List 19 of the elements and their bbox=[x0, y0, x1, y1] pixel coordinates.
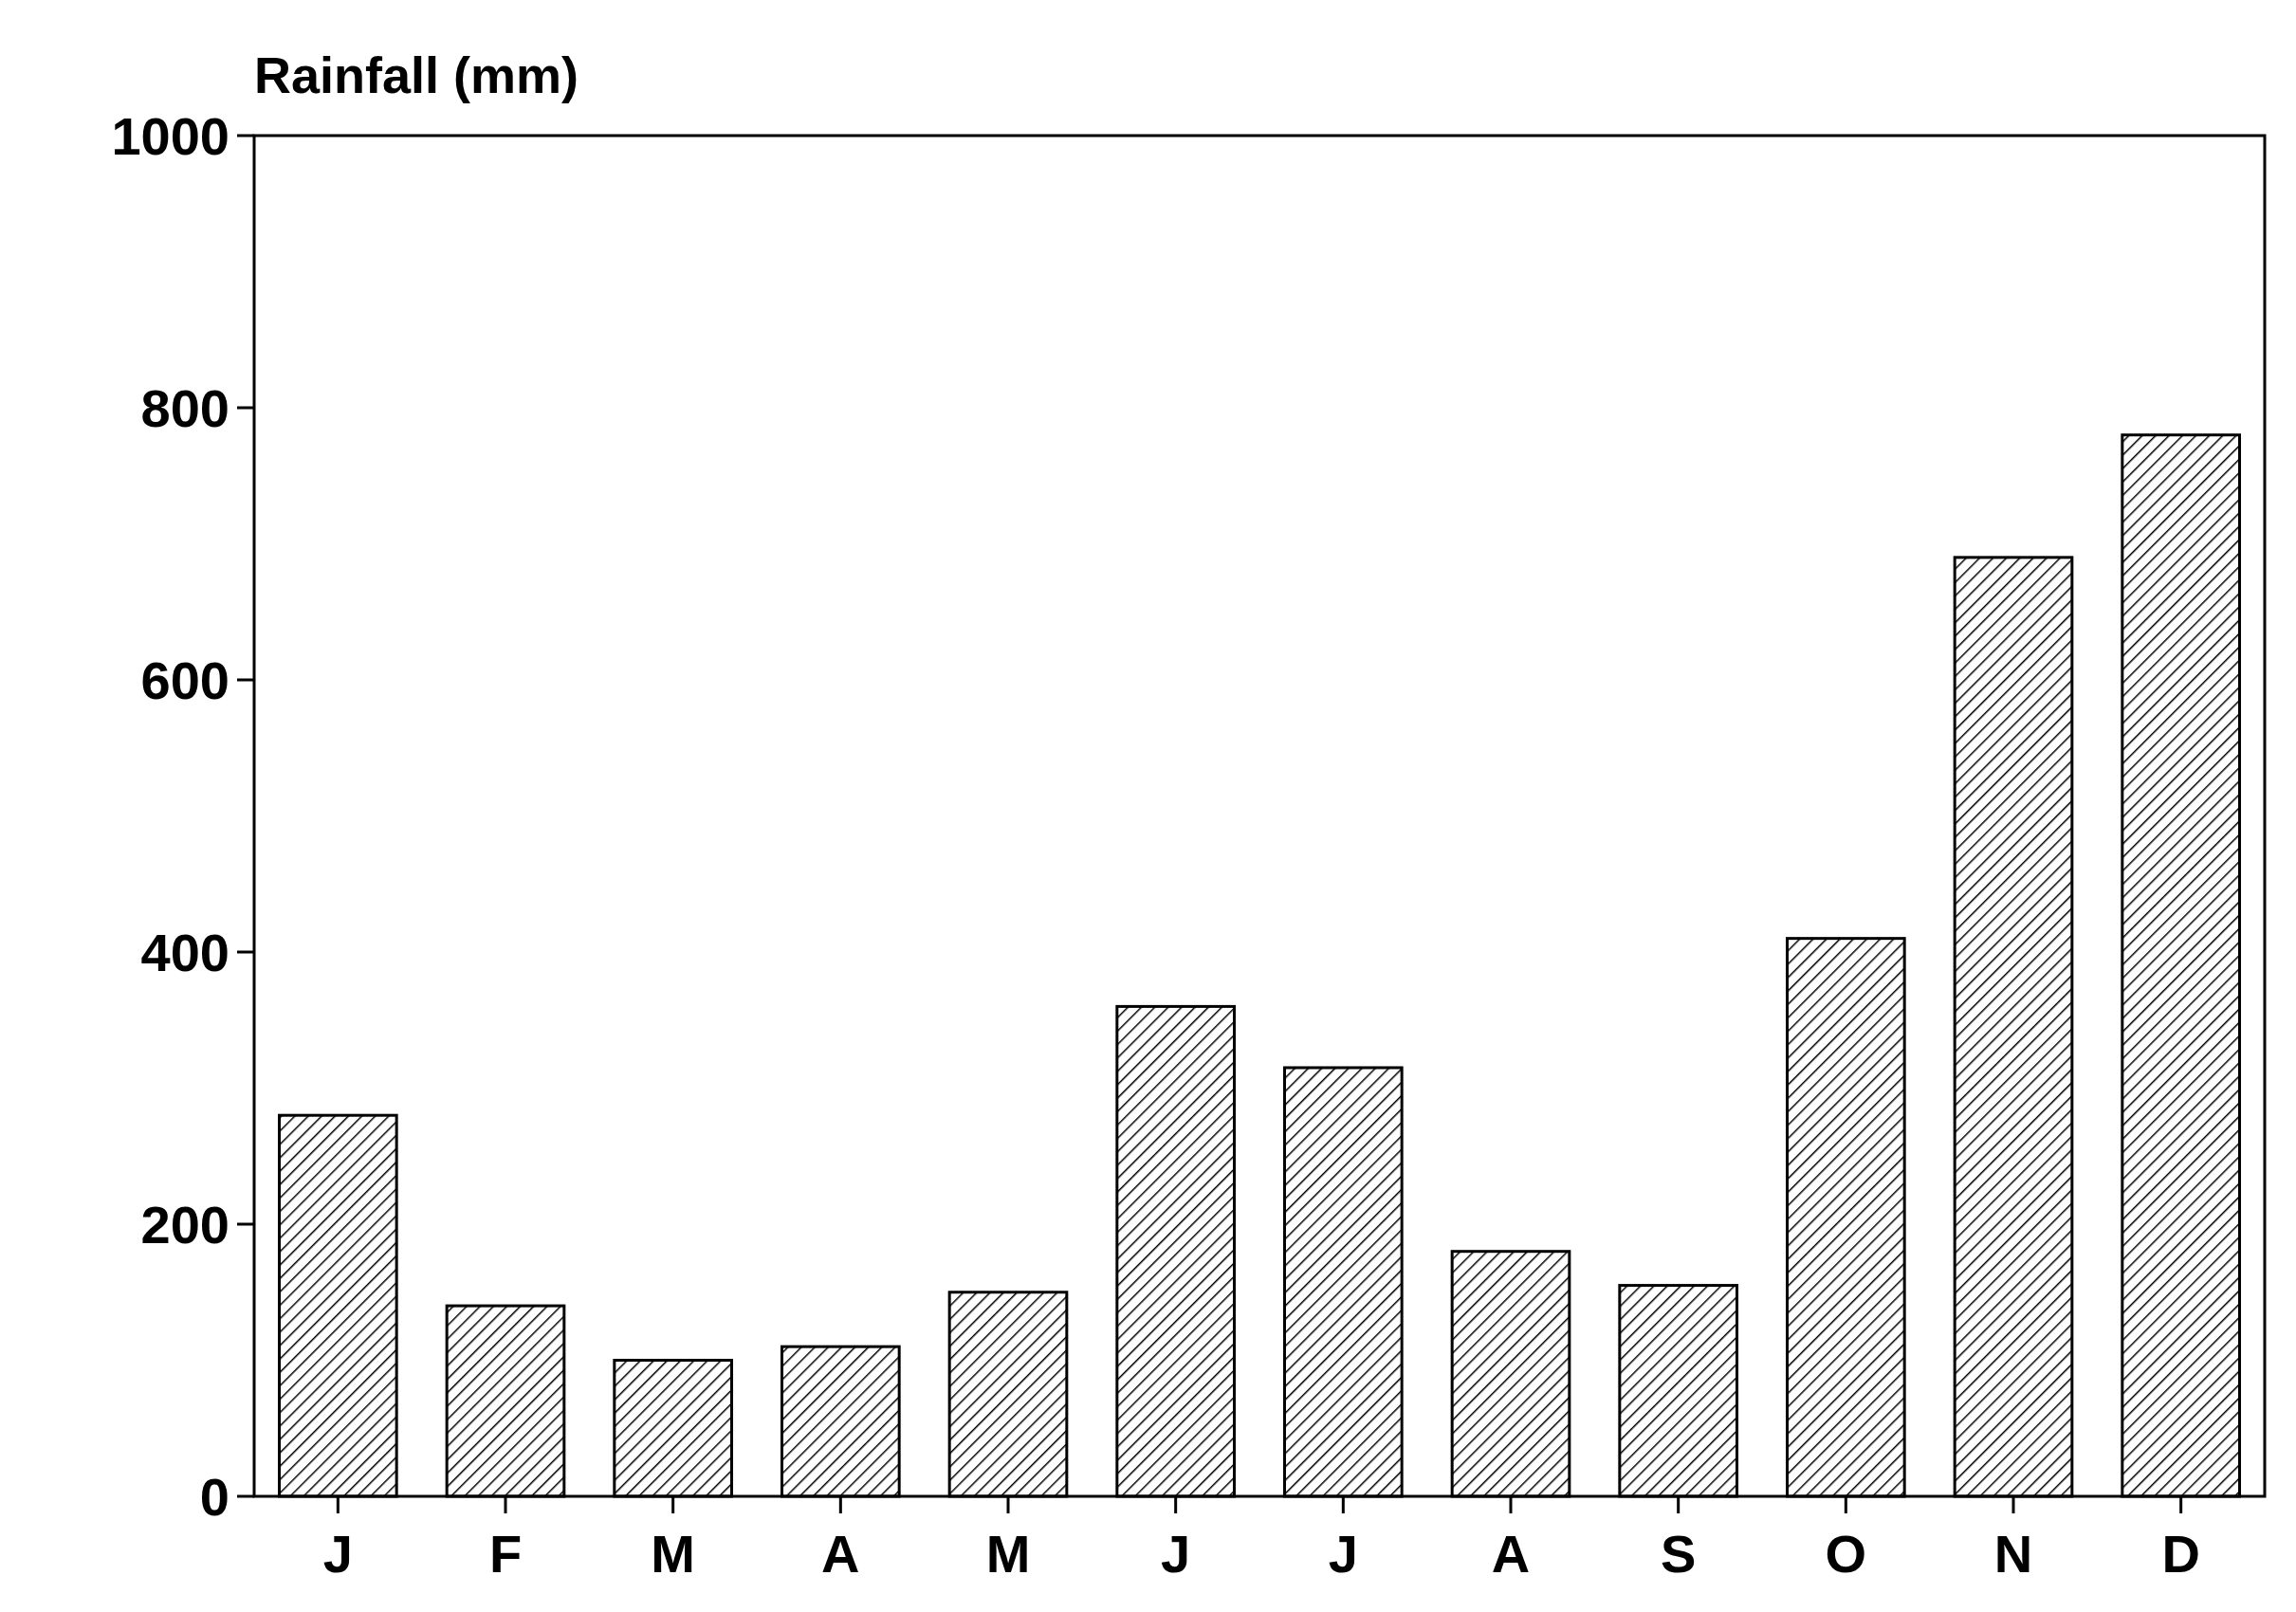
y-tick-label: 600 bbox=[140, 650, 230, 710]
x-tick-label: D bbox=[2161, 1524, 2200, 1584]
x-tick-label: J bbox=[322, 1524, 353, 1584]
x-tick-label: N bbox=[1993, 1524, 2033, 1584]
y-tick-label: 1000 bbox=[111, 105, 230, 166]
y-tick-label: 200 bbox=[140, 1194, 230, 1255]
x-tick-label: J bbox=[1161, 1524, 1191, 1584]
y-axis-title: Rainfall (mm) bbox=[254, 46, 579, 103]
x-tick-label: O bbox=[1825, 1524, 1867, 1584]
x-tick-label: J bbox=[1328, 1524, 1358, 1584]
y-tick-label: 400 bbox=[140, 922, 230, 982]
x-tick-label: A bbox=[821, 1524, 860, 1584]
x-tick-label: F bbox=[488, 1524, 523, 1584]
y-tick-label: 0 bbox=[199, 1466, 230, 1527]
x-tick-label: M bbox=[651, 1524, 695, 1584]
x-tick-label: M bbox=[985, 1524, 1031, 1584]
x-tick-label: A bbox=[1491, 1524, 1531, 1584]
y-tick-label: 800 bbox=[140, 377, 230, 438]
x-tick-label: S bbox=[1660, 1524, 1697, 1584]
